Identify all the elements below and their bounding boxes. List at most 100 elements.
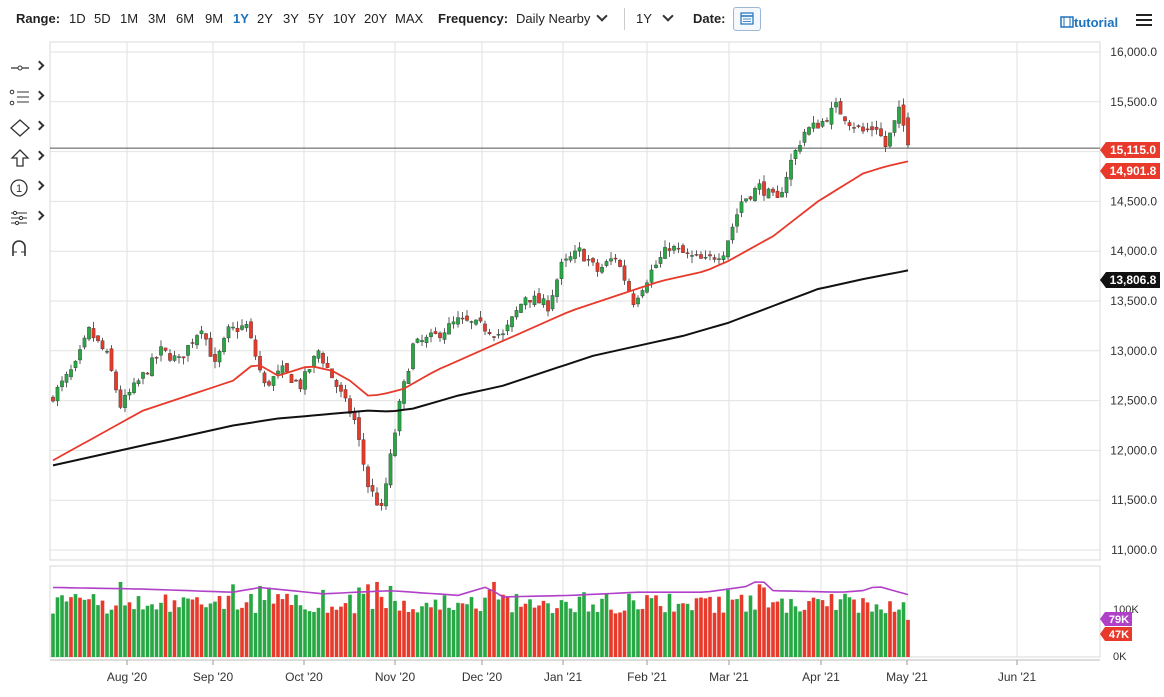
candle-body (118, 389, 123, 408)
candle-body (483, 323, 487, 332)
volume-bar (753, 609, 757, 657)
price-badge (1100, 142, 1160, 158)
candle-body (658, 257, 663, 264)
line-tool[interactable] (8, 58, 48, 82)
volume-bar (780, 598, 784, 657)
volume-bar (906, 619, 910, 657)
frequency-value: Daily Nearby (516, 11, 591, 26)
volume-bar (154, 609, 159, 657)
volume-bar (816, 599, 820, 657)
volume-bar (348, 594, 352, 657)
menu-button[interactable] (1136, 14, 1152, 29)
volume-bar (649, 598, 654, 657)
pattern-tool[interactable] (8, 208, 48, 232)
range-1y[interactable]: 1Y (233, 11, 249, 26)
candle-body (100, 340, 105, 350)
volume-bar (420, 606, 424, 657)
candle-body (222, 338, 226, 353)
candle-body (856, 125, 861, 127)
price-badge-label: 13,806.8 (1110, 273, 1157, 287)
candle-body (901, 104, 906, 126)
date-picker-button[interactable] (733, 7, 761, 31)
candle-body (217, 351, 222, 363)
volume-bar (622, 610, 627, 657)
candle-body (568, 256, 573, 261)
volume-bar (307, 611, 312, 657)
marker-tool[interactable]: 1 (8, 178, 48, 202)
tutorial-link[interactable]: tutorial (1060, 15, 1118, 30)
period-select[interactable]: 1Y (636, 10, 674, 26)
range-1m[interactable]: 1M (120, 11, 139, 26)
range-10y[interactable]: 10Y (333, 11, 357, 26)
candle-body (645, 282, 649, 293)
candle-body (280, 365, 285, 374)
x-tick-label: Apr '21 (802, 670, 840, 684)
volume-bar (289, 605, 294, 657)
candle-body (780, 192, 784, 198)
y-tick-label: 12,500.0 (1110, 394, 1157, 408)
volume-bar (442, 595, 447, 657)
range-20y[interactable]: 20Y (364, 11, 388, 26)
candle-body (307, 369, 312, 373)
candle-body (771, 188, 775, 193)
volume-bar (793, 606, 798, 657)
range-max[interactable]: MAX (395, 11, 424, 26)
range-3m[interactable]: 3M (148, 11, 167, 26)
volume-bar (316, 607, 321, 657)
candle-body (433, 331, 438, 334)
candle-body (366, 466, 370, 488)
candle-body (87, 326, 91, 340)
range-5d[interactable]: 5D (94, 11, 111, 26)
volume-bar (852, 599, 856, 657)
volume-bar (555, 608, 559, 657)
candle-body (213, 354, 217, 362)
volume-bar (262, 600, 267, 657)
volume-bar (370, 609, 375, 657)
range-3y[interactable]: 3Y (283, 11, 299, 26)
candle-body (825, 120, 829, 122)
candle-body (906, 117, 910, 146)
candle-body (802, 131, 807, 143)
candle-body (541, 298, 546, 306)
candle-body (766, 188, 771, 199)
toolbar: Range: 1D 5D 1M 3M 6M 9M 1Y 2Y 3Y 5Y 10Y… (0, 0, 1164, 36)
volume-bar (208, 603, 213, 657)
y-tick-label: 13,000.0 (1110, 344, 1157, 358)
range-1d[interactable]: 1D (69, 11, 86, 26)
arrow-tool[interactable] (8, 148, 48, 172)
arrow-tool-icon (10, 149, 30, 167)
volume-bar (879, 609, 883, 657)
candle-body (69, 369, 73, 378)
volume-bar (267, 587, 271, 657)
candle-body (550, 295, 555, 310)
magnet-tool[interactable] (8, 238, 48, 262)
candle-body (397, 401, 402, 432)
range-6m[interactable]: 6M (176, 11, 195, 26)
volume-axis-label: 100K (1113, 604, 1139, 616)
candle-body (555, 279, 559, 297)
range-2y[interactable]: 2Y (257, 11, 273, 26)
shape-tool[interactable] (8, 118, 48, 142)
volume-bar (73, 594, 78, 657)
volume-bar (298, 605, 303, 657)
range-9m[interactable]: 9M (205, 11, 224, 26)
candle-body (492, 336, 496, 338)
candle-body (505, 324, 510, 332)
x-tick-label: Nov '20 (375, 670, 416, 684)
frequency-select[interactable]: Daily Nearby (516, 10, 609, 26)
volume-bar (181, 597, 186, 657)
price-badge (1100, 163, 1160, 179)
volume-bar (613, 613, 618, 657)
candle-body (559, 261, 564, 279)
volume-bar (325, 612, 330, 657)
y-tick-label: 14,000.0 (1110, 244, 1157, 258)
volume-bar (573, 612, 577, 657)
period-value: 1Y (636, 11, 652, 26)
volume-bar (343, 603, 348, 657)
fib-tool[interactable] (8, 88, 48, 112)
x-tick-label: Aug '20 (107, 670, 148, 684)
volume-bar (496, 599, 501, 657)
candle-body (654, 264, 658, 268)
range-5y[interactable]: 5Y (308, 11, 324, 26)
candle-body (321, 353, 325, 364)
